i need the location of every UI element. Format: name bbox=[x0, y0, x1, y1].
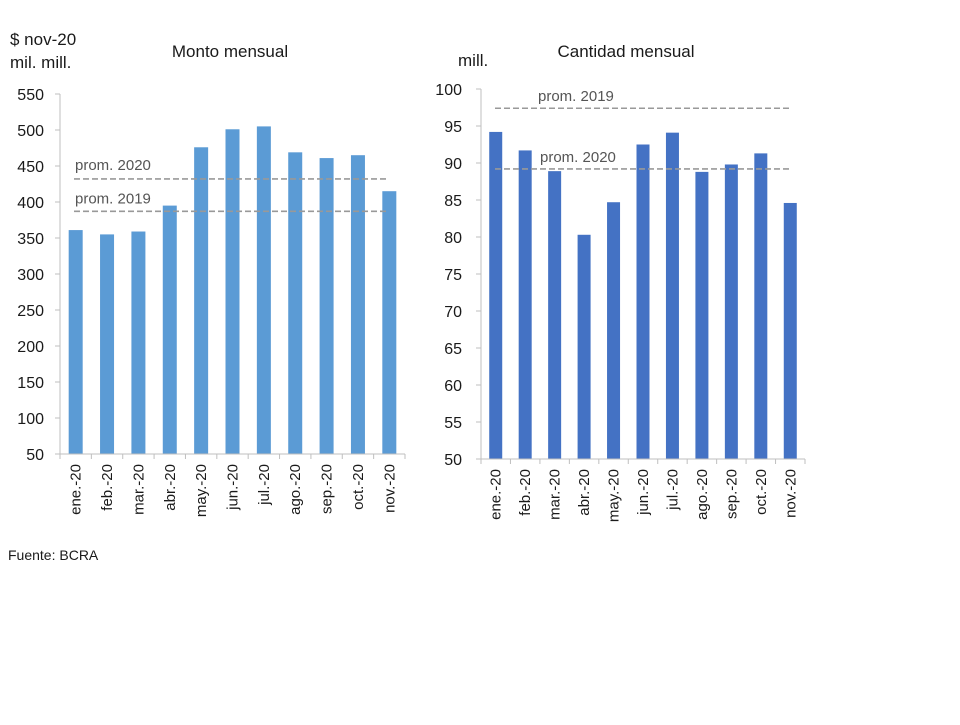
monto-category-label: ene.-20 bbox=[68, 464, 85, 515]
monto-unit-line2: mil. mill. bbox=[10, 53, 71, 72]
cantidad-bar-2 bbox=[548, 171, 562, 459]
monto-y-tick-label: 100 bbox=[17, 411, 44, 428]
monto-bar-6 bbox=[256, 126, 271, 455]
cantidad-y-tick-label: 50 bbox=[444, 452, 462, 469]
monto-category-label: sep.-20 bbox=[319, 464, 336, 514]
monto-bar-3 bbox=[162, 205, 177, 454]
cantidad-bar-6 bbox=[665, 132, 679, 459]
cantidad-category-label: may.-20 bbox=[606, 469, 623, 522]
monto-y-axis-ticks: 50 100 150 200 250 300 350 400 450 500 550 bbox=[17, 87, 60, 464]
monto-category-label: ago.-20 bbox=[287, 464, 304, 515]
monto-y-tick-label: 200 bbox=[17, 339, 44, 356]
monto-category-label: mar.-20 bbox=[130, 464, 147, 515]
cantidad-category-label: ene.-20 bbox=[488, 469, 505, 520]
monto-x-axis-labels: ene.-20 feb.-20 mar.-20 abr.-20 may.-20 jun.-… bbox=[59, 454, 406, 517]
cantidad-y-tick-label: 65 bbox=[444, 341, 462, 358]
monto-bar-1 bbox=[100, 234, 115, 454]
monto-bar-9 bbox=[350, 155, 365, 454]
monto-category-label: feb.-20 bbox=[99, 464, 116, 511]
monto-ref-label-0: prom. 2020 bbox=[75, 157, 151, 174]
monto-bar-7 bbox=[288, 152, 303, 454]
monto-y-tick-label: 300 bbox=[17, 267, 44, 284]
cantidad-y-tick-label: 60 bbox=[444, 378, 462, 395]
monto-y-tick-label: 150 bbox=[17, 375, 44, 392]
monto-category-label: jul.-20 bbox=[256, 464, 273, 506]
source-note: Fuente: BCRA bbox=[8, 547, 99, 563]
monto-y-tick-label: 550 bbox=[17, 87, 44, 104]
monto-y-tick-label: 350 bbox=[17, 231, 44, 248]
cantidad-category-label: nov.-20 bbox=[782, 469, 799, 518]
cantidad-y-tick-label: 100 bbox=[435, 82, 462, 99]
monto-y-tick-label: 450 bbox=[17, 159, 44, 176]
monto-reference-lines: prom. 2020 prom. 2019 bbox=[74, 157, 389, 213]
cantidad-bar-7 bbox=[695, 171, 709, 459]
cantidad-y-tick-label: 95 bbox=[444, 119, 462, 136]
cantidad-category-label: feb.-20 bbox=[517, 469, 534, 516]
cantidad-y-tick-label: 55 bbox=[444, 415, 462, 432]
monto-chart-title: Monto mensual bbox=[172, 42, 288, 61]
monto-bars bbox=[68, 126, 397, 455]
cantidad-x-axis-labels: ene.-20 feb.-20 mar.-20 abr.-20 may.-20 jun.-… bbox=[480, 459, 806, 522]
monto-ref-label-1: prom. 2019 bbox=[75, 190, 151, 207]
monto-y-tick-label: 500 bbox=[17, 123, 44, 140]
cantidad-ref-label-0: prom. 2019 bbox=[538, 88, 614, 105]
monto-bar-4 bbox=[194, 147, 209, 454]
cantidad-reference-lines: prom. 2019 prom. 2020 bbox=[495, 88, 789, 170]
cantidad-y-axis-ticks: 50 55 60 65 70 75 80 85 90 95 100 bbox=[435, 82, 481, 469]
cantidad-y-tick-label: 90 bbox=[444, 156, 462, 173]
cantidad-unit-line1: mill. bbox=[458, 51, 488, 70]
cantidad-mensual-chart: mill. Cantidad mensual 50 55 60 65 70 75 80 85 9… bbox=[435, 42, 806, 522]
cantidad-bar-0 bbox=[489, 131, 503, 460]
cantidad-bar-9 bbox=[754, 153, 768, 459]
cantidad-bar-4 bbox=[607, 202, 621, 459]
monto-bar-5 bbox=[225, 129, 240, 454]
cantidad-y-tick-label: 75 bbox=[444, 267, 462, 284]
cantidad-category-label: abr.-20 bbox=[576, 469, 593, 516]
cantidad-bar-10 bbox=[783, 202, 797, 459]
monto-category-label: may.-20 bbox=[193, 464, 210, 517]
cantidad-category-label: sep.-20 bbox=[723, 469, 740, 519]
cantidad-category-label: jun.-20 bbox=[635, 469, 652, 516]
monto-y-tick-label: 250 bbox=[17, 303, 44, 320]
cantidad-bar-8 bbox=[724, 164, 738, 460]
cantidad-bars bbox=[489, 131, 797, 460]
monto-bar-10 bbox=[382, 191, 397, 454]
cantidad-category-label: mar.-20 bbox=[547, 469, 564, 520]
monto-bar-0 bbox=[68, 230, 83, 454]
cantidad-y-tick-label: 70 bbox=[444, 304, 462, 321]
monto-category-label: jun.-20 bbox=[225, 464, 242, 511]
cantidad-bar-5 bbox=[636, 144, 650, 459]
monto-bar-2 bbox=[131, 231, 146, 454]
cantidad-y-tick-label: 85 bbox=[444, 193, 462, 210]
monto-bar-8 bbox=[319, 158, 334, 454]
monto-category-label: oct.-20 bbox=[350, 464, 367, 510]
monto-category-label: nov.-20 bbox=[381, 464, 398, 513]
monto-category-label: abr.-20 bbox=[162, 464, 179, 511]
cantidad-y-tick-label: 80 bbox=[444, 230, 462, 247]
cantidad-bar-3 bbox=[577, 234, 591, 459]
monto-unit-line1: $ nov-20 bbox=[10, 30, 76, 49]
monto-mensual-chart: $ nov-20 mil. mill. Monto mensual 50 100 1… bbox=[10, 30, 406, 517]
cantidad-category-label: ago.-20 bbox=[694, 469, 711, 520]
cantidad-chart-title: Cantidad mensual bbox=[557, 42, 694, 61]
monto-y-tick-label: 400 bbox=[17, 195, 44, 212]
cantidad-category-label: oct.-20 bbox=[753, 469, 770, 515]
monto-y-tick-label: 50 bbox=[26, 447, 44, 464]
cantidad-category-label: jul.-20 bbox=[664, 469, 681, 511]
cantidad-ref-label-1: prom. 2020 bbox=[540, 149, 616, 166]
cantidad-bar-1 bbox=[518, 150, 532, 460]
